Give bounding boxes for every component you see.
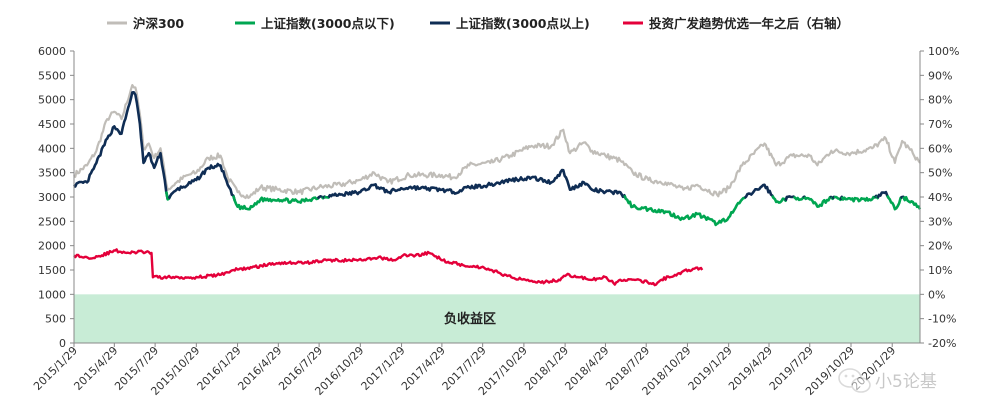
y-left-tick-label: 3500: [38, 167, 66, 180]
y-left-tick-label: 5500: [38, 69, 66, 82]
series-line-sse-below-3000: [803, 195, 832, 208]
legend-label: 沪深300: [133, 16, 184, 31]
y-right-tick-label: 30%: [928, 215, 952, 228]
y-left-tick-label: 0: [59, 337, 66, 350]
legend-label: 投资广发趋势优选一年之后（右轴）: [649, 16, 849, 31]
y-right-tick-label: 0%: [928, 288, 945, 301]
negative-return-zone: [74, 294, 920, 343]
y-right-tick-label: 100%: [928, 45, 959, 58]
y-right-tick-label: 60%: [928, 142, 952, 155]
series-line-sse-above-3000: [167, 162, 236, 201]
series-line-sse-below-3000: [623, 194, 747, 227]
y-right-tick-label: 10%: [928, 264, 952, 277]
series-line-fund-right-axis: [73, 248, 704, 287]
series-line-sse-below-3000: [771, 194, 789, 204]
y-right-tick-label: 80%: [928, 94, 952, 107]
y-left-tick-label: 2500: [38, 215, 66, 228]
y-right-tick-label: 70%: [928, 118, 952, 131]
series-layer: [72, 84, 922, 287]
wechat-icon: [838, 368, 871, 393]
series-line-sse-above-3000: [876, 190, 890, 199]
series-line-sse-below-3000: [232, 195, 321, 211]
series-line-sse-below-3000: [886, 194, 903, 211]
series-line-sse-below-3000: [902, 195, 922, 210]
y-right-tick-label: -20%: [928, 337, 956, 350]
series-line-sse-below-3000: [792, 195, 806, 202]
legend-label: 上证指数(3000点以上): [456, 16, 590, 31]
y-right-tick-label: 90%: [928, 69, 952, 82]
y-right-tick-label: 40%: [928, 191, 952, 204]
y-left-tick-label: 3000: [38, 191, 66, 204]
y-left-tick-label: 500: [45, 313, 66, 326]
series-line-sse-above-3000: [743, 183, 775, 199]
series-line-hs300: [73, 84, 921, 200]
legend-label: 上证指数(3000点以下): [261, 16, 395, 31]
negative-zone-label: 负收益区: [444, 311, 496, 327]
watermark: 小5论基: [838, 368, 937, 393]
y-left-tick-label: 6000: [38, 45, 66, 58]
y-left-tick-label: 5000: [38, 94, 66, 107]
y-left-tick-label: 1500: [38, 264, 66, 277]
y-left-tick-label: 4500: [38, 118, 66, 131]
series-line-sse-above-3000: [327, 168, 628, 200]
y-left-tick-label: 2000: [38, 240, 66, 253]
y-left-tick-label: 1000: [38, 288, 66, 301]
watermark-text: 小5论基: [875, 372, 937, 392]
y-left-tick-label: 4000: [38, 142, 66, 155]
series-line-sse-above-3000: [72, 91, 169, 200]
series-line-sse-above-3000: [784, 195, 796, 202]
legend: 沪深300 上证指数(3000点以下) 上证指数(3000点以上) 投资广发趋势优选一…: [107, 16, 849, 31]
y-right-tick-label: 50%: [928, 167, 952, 180]
series-line-sse-below-3000: [840, 195, 878, 203]
y-right-tick-label: 20%: [928, 240, 952, 253]
y-right-tick-label: -10%: [928, 313, 956, 326]
